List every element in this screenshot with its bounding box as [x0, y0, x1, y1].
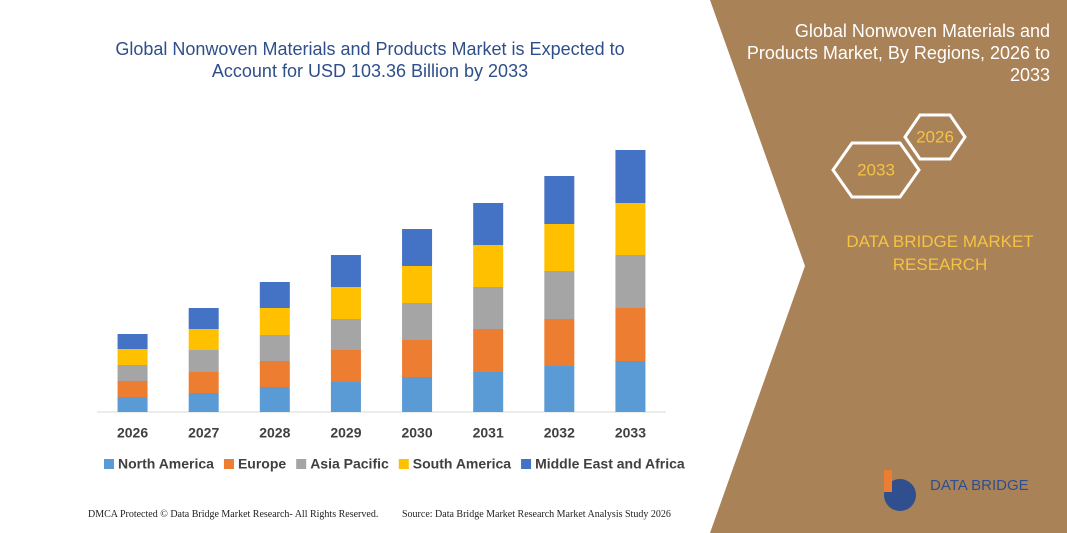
- footer-right: Source: Data Bridge Market Research Mark…: [402, 509, 671, 520]
- x-tick-label: 2026: [117, 425, 148, 441]
- x-tick-label: 2029: [330, 425, 361, 441]
- bar-segment: [473, 287, 504, 329]
- bar-segment: [402, 303, 433, 340]
- bar-segment: [188, 393, 219, 412]
- bar-segment: [259, 361, 290, 387]
- bar-segment: [615, 150, 646, 203]
- bar-segment: [544, 224, 575, 271]
- side-title: Global Nonwoven Materials and Products M…: [746, 21, 1050, 85]
- bar-segment: [544, 319, 575, 366]
- bar-segment: [188, 329, 219, 350]
- bar-segment: [330, 382, 361, 412]
- legend-swatch: [296, 459, 307, 469]
- bar-segment: [402, 229, 433, 266]
- bar-segment: [402, 266, 433, 303]
- bar-segment: [615, 255, 646, 308]
- bar-segment: [117, 349, 148, 365]
- bar-segment: [259, 308, 290, 335]
- bar-segment: [117, 334, 148, 349]
- footer-left: DMCA Protected © Data Bridge Market Rese…: [88, 509, 379, 520]
- bar-segment: [402, 377, 433, 412]
- bar-segment: [544, 176, 575, 224]
- legend-label: North America: [118, 456, 214, 472]
- bar-segment: [473, 372, 504, 412]
- bar-segment: [259, 387, 290, 412]
- bar-segment: [117, 381, 148, 397]
- bar-segment: [473, 203, 504, 245]
- bar-segment: [117, 365, 148, 381]
- chart-title: Global Nonwoven Materials and Products M…: [115, 39, 625, 81]
- bar-segment: [259, 282, 290, 308]
- x-tick-label: 2031: [473, 425, 504, 441]
- bar-segment: [544, 271, 575, 319]
- x-tick-label: 2033: [615, 425, 646, 441]
- legend-label: Middle East and Africa: [535, 456, 685, 472]
- bar-segment: [259, 335, 290, 361]
- legend-label: Asia Pacific: [310, 456, 389, 472]
- bar-segment: [330, 350, 361, 382]
- legend-swatch: [521, 459, 532, 469]
- bar-segment: [402, 340, 433, 377]
- bar-segment: [117, 397, 148, 412]
- legend-label: South America: [413, 456, 511, 472]
- side-panel: [710, 0, 1067, 533]
- x-tick-label: 2027: [188, 425, 219, 441]
- bar-segment: [330, 287, 361, 319]
- x-tick-label: 2028: [259, 425, 290, 441]
- bar-segment: [330, 319, 361, 350]
- legend-swatch: [223, 459, 234, 469]
- bar-segment: [473, 329, 504, 372]
- logo-text: DATA BRIDGE: [930, 477, 1029, 494]
- hexagon: [831, 141, 921, 199]
- hexagon: [903, 113, 967, 161]
- bar-segment: [188, 350, 219, 372]
- bar-segment: [615, 361, 646, 412]
- bar-segment: [615, 203, 646, 255]
- bar-segment: [330, 255, 361, 287]
- badge: 2026: [916, 127, 954, 146]
- legend-label: Europe: [238, 456, 286, 472]
- logo-icon: [884, 470, 892, 492]
- x-tick-label: 2030: [401, 425, 432, 441]
- bar-segment: [473, 245, 504, 287]
- brand: DATA BRIDGE MARKET RESEARCH: [846, 232, 1034, 274]
- x-tick-label: 2032: [544, 425, 575, 441]
- bar-segment: [188, 308, 219, 329]
- legend-swatch: [104, 459, 114, 469]
- bar-segment: [544, 366, 575, 412]
- bar-segment: [188, 372, 219, 393]
- bar-segment: [615, 308, 646, 361]
- badge: 2033: [857, 160, 895, 179]
- legend-swatch: [398, 459, 409, 469]
